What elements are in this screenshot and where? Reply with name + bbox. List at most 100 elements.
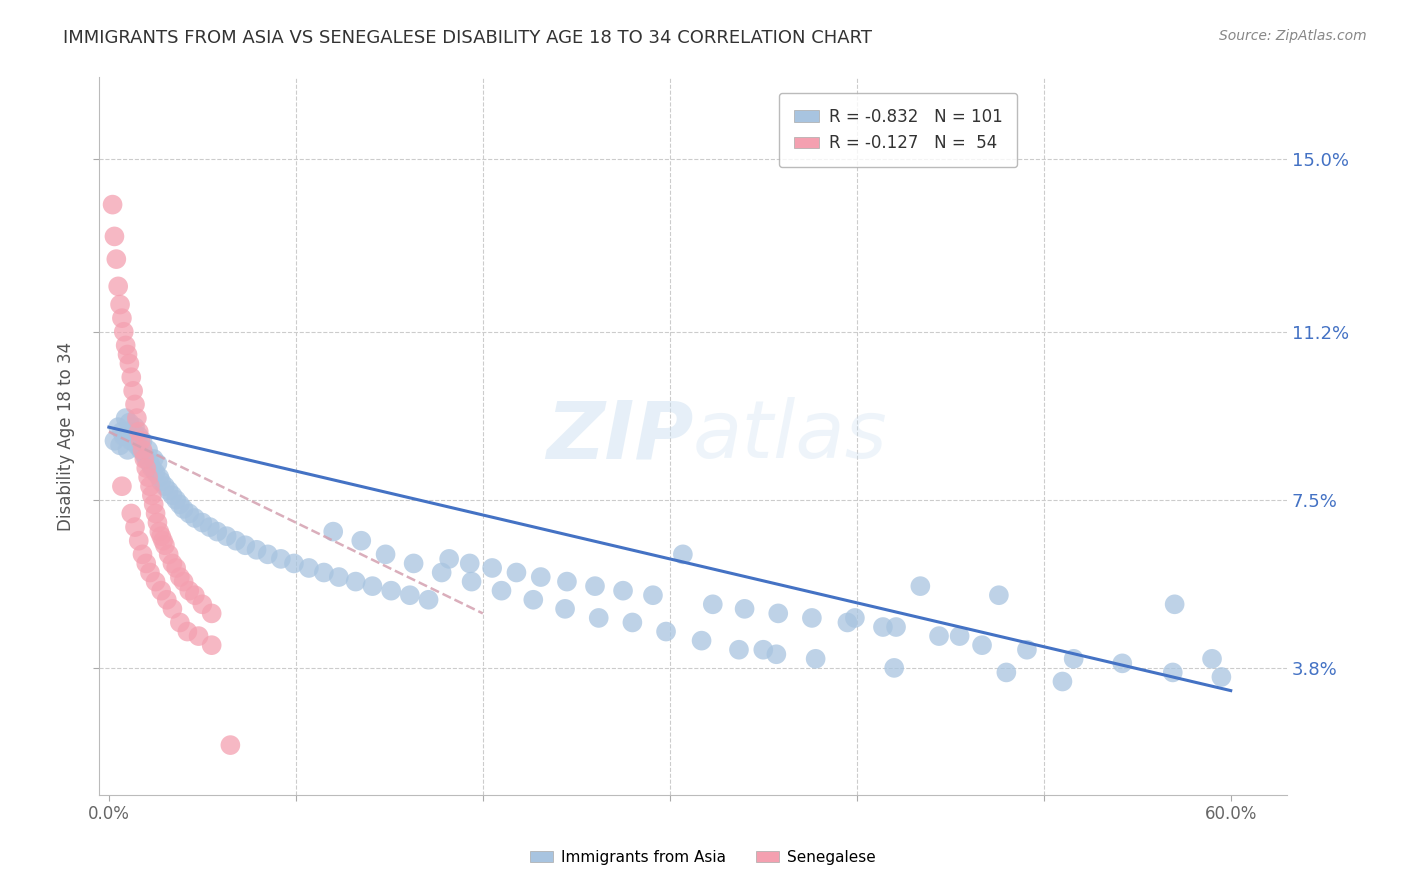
Point <box>131 547 153 561</box>
Text: Source: ZipAtlas.com: Source: ZipAtlas.com <box>1219 29 1367 44</box>
Point <box>970 638 993 652</box>
Point <box>928 629 950 643</box>
Point <box>837 615 859 630</box>
Point <box>768 607 790 621</box>
Point <box>179 507 201 521</box>
Point <box>588 611 610 625</box>
Text: ZIP: ZIP <box>546 397 693 475</box>
Point <box>481 561 503 575</box>
Point <box>150 583 173 598</box>
Point <box>108 438 131 452</box>
Point <box>129 434 152 448</box>
Point <box>111 479 134 493</box>
Point <box>156 592 179 607</box>
Point <box>283 557 305 571</box>
Point <box>233 538 256 552</box>
Point <box>125 411 148 425</box>
Point <box>312 566 335 580</box>
Point <box>146 516 169 530</box>
Point <box>118 357 141 371</box>
Point <box>270 552 292 566</box>
Point <box>120 434 142 448</box>
Point <box>1015 642 1038 657</box>
Point <box>219 738 242 752</box>
Point <box>148 524 170 539</box>
Point <box>134 447 156 461</box>
Point <box>458 557 481 571</box>
Point <box>114 338 136 352</box>
Point <box>198 520 221 534</box>
Text: atlas: atlas <box>693 397 889 475</box>
Point <box>184 588 207 602</box>
Point <box>350 533 373 548</box>
Point <box>215 529 238 543</box>
Point <box>131 434 153 448</box>
Point <box>128 429 150 443</box>
Point <box>583 579 606 593</box>
Point <box>111 425 134 439</box>
Point <box>872 620 894 634</box>
Point <box>103 229 125 244</box>
Point <box>298 561 321 575</box>
Point <box>201 607 224 621</box>
Point <box>139 566 162 580</box>
Point <box>505 566 527 580</box>
Point <box>555 574 578 589</box>
Point <box>374 547 396 561</box>
Point <box>135 557 157 571</box>
Point <box>139 479 162 493</box>
Point <box>322 524 344 539</box>
Point <box>112 325 135 339</box>
Point <box>437 552 460 566</box>
Point <box>884 620 907 634</box>
Point <box>883 661 905 675</box>
Point <box>728 642 751 657</box>
Point <box>179 583 201 598</box>
Point <box>1111 657 1133 671</box>
Point <box>328 570 350 584</box>
Point <box>135 452 157 467</box>
Point <box>131 442 153 457</box>
Point <box>201 638 224 652</box>
Point <box>910 579 932 593</box>
Point <box>120 507 142 521</box>
Point <box>844 611 866 625</box>
Point <box>987 588 1010 602</box>
Point <box>129 442 152 457</box>
Point <box>1211 670 1233 684</box>
Point <box>122 425 145 439</box>
Point <box>128 533 150 548</box>
Point <box>176 624 198 639</box>
Point <box>1161 665 1184 680</box>
Point <box>145 466 167 480</box>
Point <box>1063 652 1085 666</box>
Point <box>136 442 159 457</box>
Point <box>153 538 176 552</box>
Point <box>101 197 124 211</box>
Point <box>800 611 823 625</box>
Point <box>804 652 827 666</box>
Point <box>117 442 139 457</box>
Point <box>122 384 145 398</box>
Point <box>530 570 553 584</box>
Legend: Immigrants from Asia, Senegalese: Immigrants from Asia, Senegalese <box>524 844 882 871</box>
Point <box>145 507 167 521</box>
Point <box>145 574 167 589</box>
Point <box>344 574 367 589</box>
Point <box>153 479 176 493</box>
Point <box>162 488 184 502</box>
Point <box>169 497 191 511</box>
Point <box>207 524 229 539</box>
Point <box>995 665 1018 680</box>
Point <box>165 561 187 575</box>
Point <box>128 425 150 439</box>
Point <box>173 502 195 516</box>
Point <box>150 529 173 543</box>
Point <box>184 511 207 525</box>
Point <box>655 624 678 639</box>
Point <box>117 347 139 361</box>
Point <box>107 279 129 293</box>
Point <box>107 420 129 434</box>
Point <box>142 452 165 467</box>
Text: IMMIGRANTS FROM ASIA VS SENEGALESE DISABILITY AGE 18 TO 34 CORRELATION CHART: IMMIGRANTS FROM ASIA VS SENEGALESE DISAB… <box>63 29 872 47</box>
